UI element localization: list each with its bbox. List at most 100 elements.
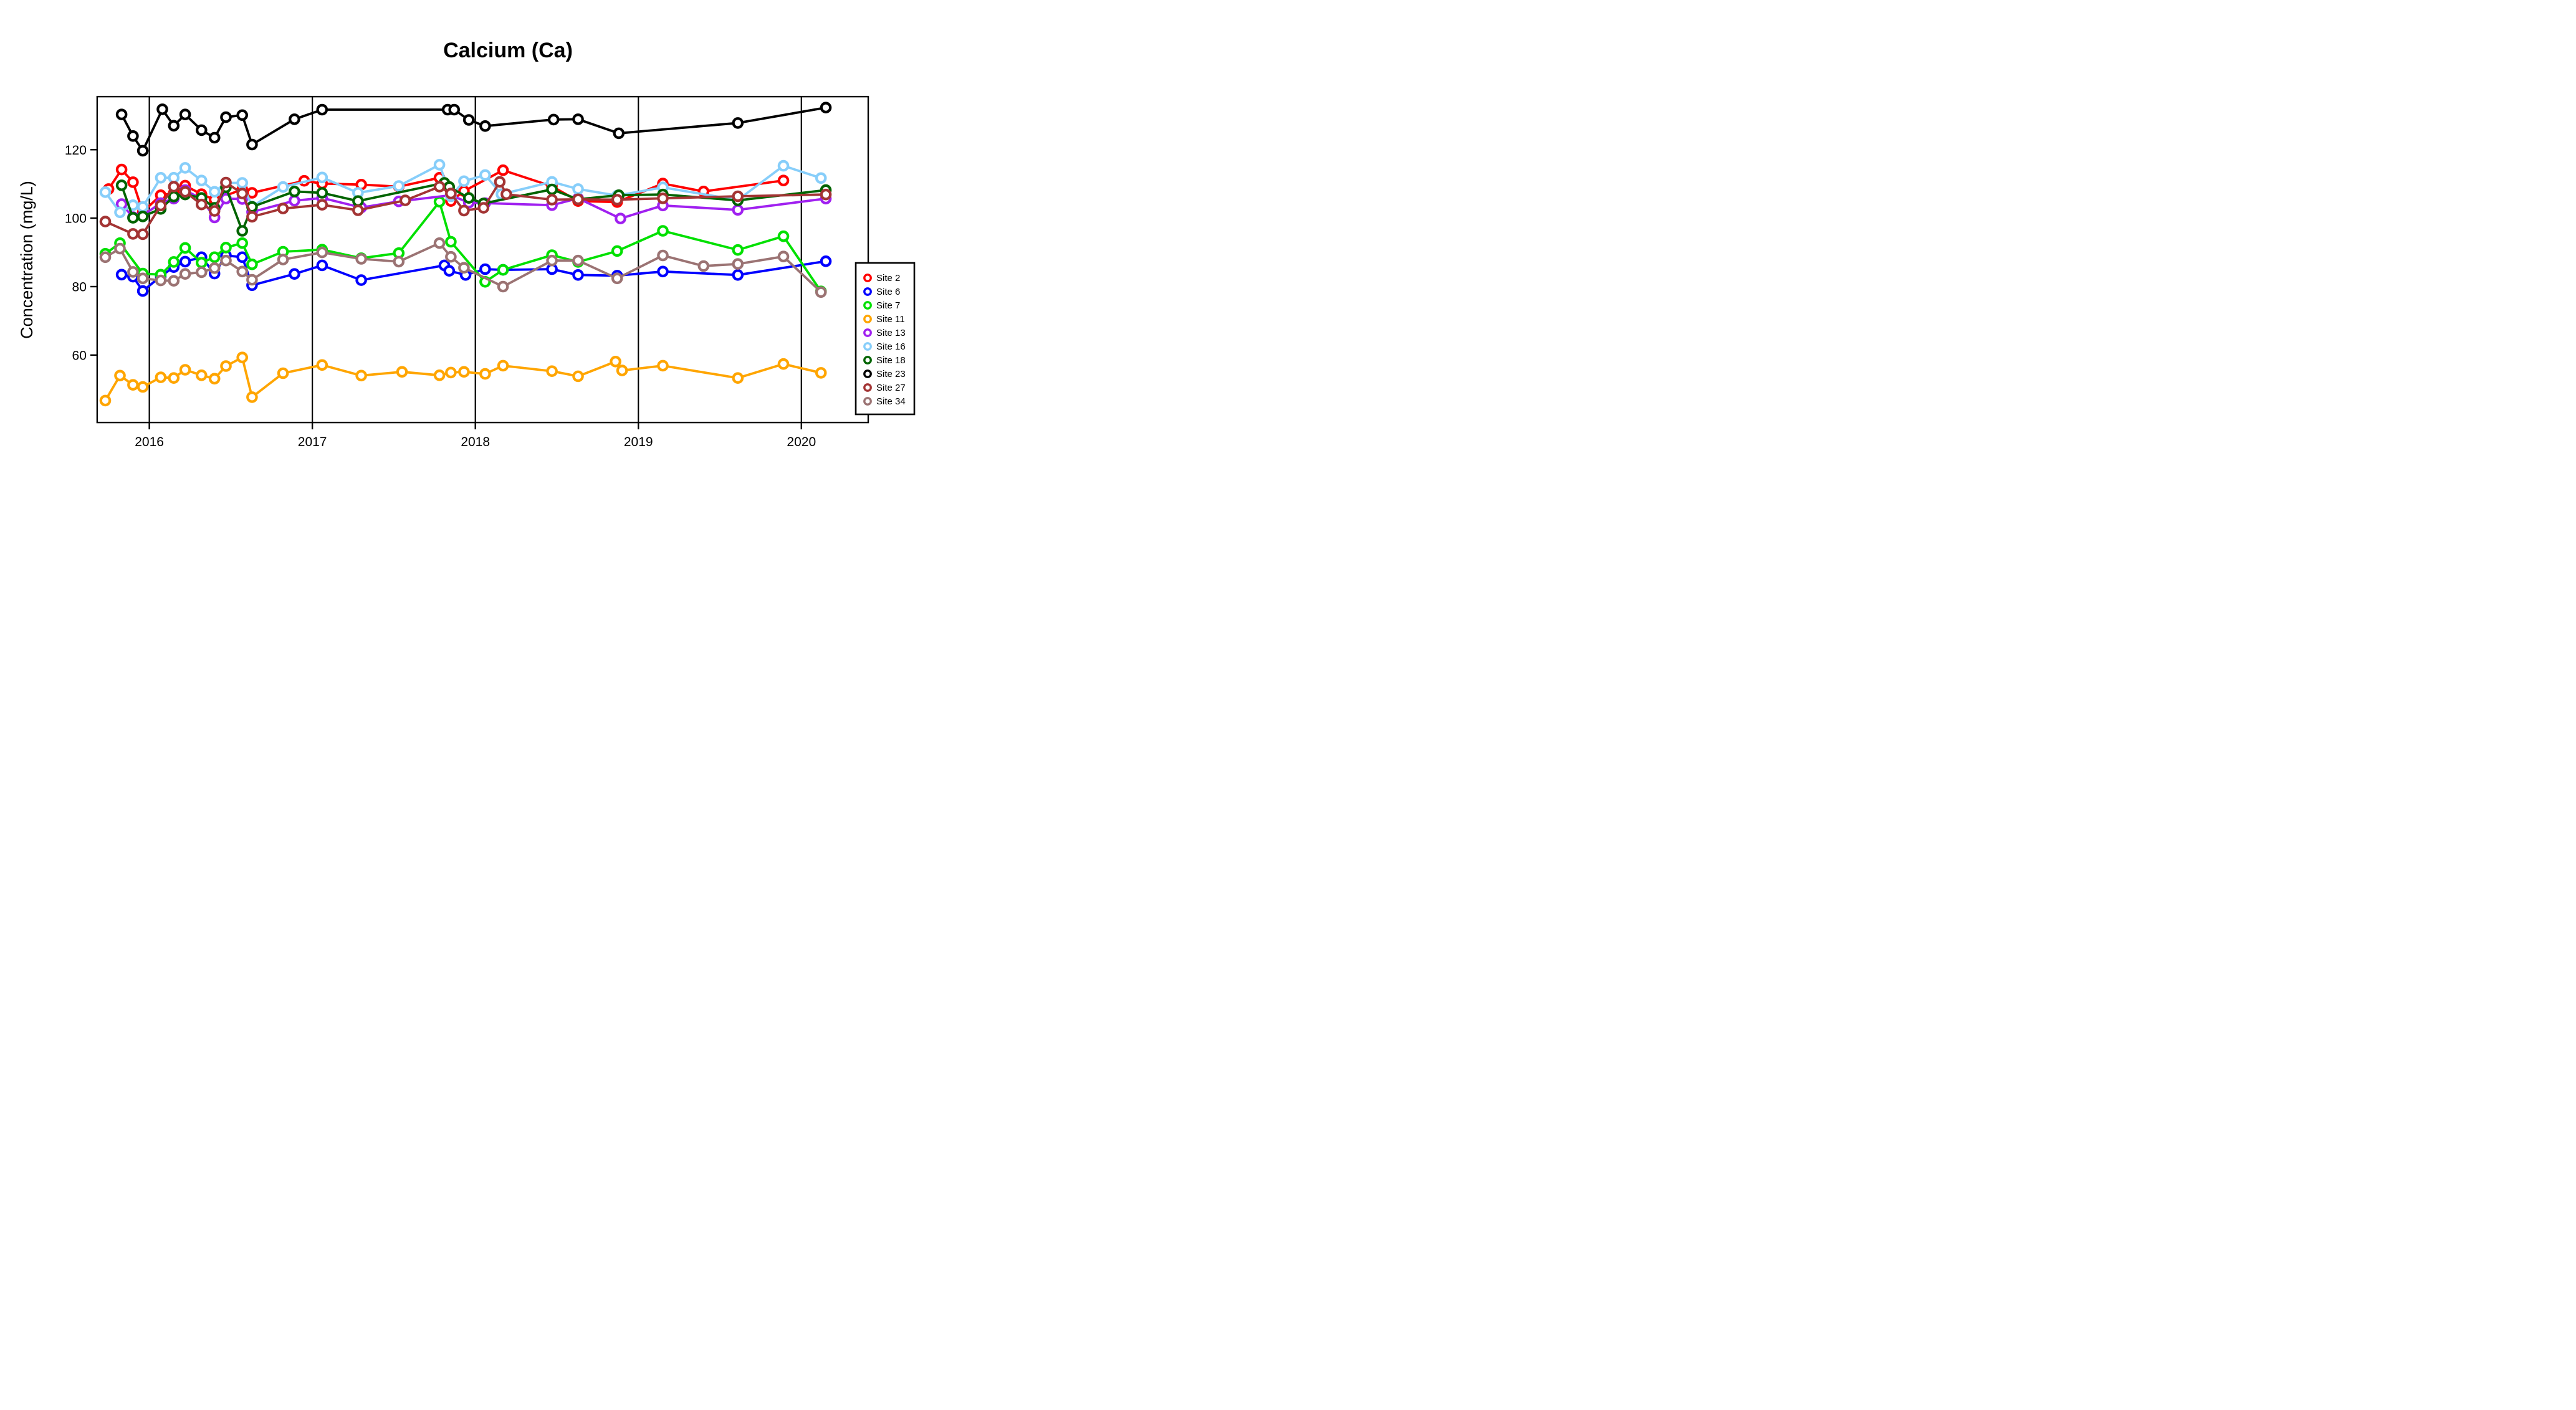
- data-point: [220, 176, 232, 189]
- data-point: [443, 265, 456, 277]
- data-point: [546, 194, 558, 206]
- data-point: [777, 230, 790, 242]
- data-point: [479, 169, 491, 181]
- legend-item-site-11: Site 11: [863, 314, 905, 325]
- data-point: [236, 251, 248, 264]
- data-point: [220, 254, 232, 267]
- data-point: [458, 204, 470, 217]
- chart-figure: 60 80 100 120 2016 2017 2018 2019 2020 Site 2 Site…: [0, 0, 963, 527]
- data-point: [99, 216, 112, 227]
- data-point: [208, 186, 221, 198]
- data-point: [657, 360, 669, 372]
- data-point: [115, 269, 128, 281]
- data-point: [458, 366, 470, 378]
- data-point: [179, 162, 191, 174]
- data-point: [115, 179, 128, 191]
- legend-item-site-27: Site 27: [863, 383, 906, 393]
- legend-marker-icon: [863, 274, 872, 282]
- data-point: [316, 171, 328, 184]
- data-point: [155, 171, 167, 184]
- x-tick-label: 2019: [624, 435, 653, 449]
- data-point: [355, 274, 367, 286]
- data-point: [195, 369, 208, 381]
- data-point: [127, 379, 139, 391]
- data-point: [168, 191, 180, 202]
- data-point: [547, 113, 560, 126]
- data-point: [352, 204, 364, 216]
- legend-label: Site 27: [876, 383, 906, 393]
- series-line: [105, 241, 822, 293]
- data-point: [236, 188, 248, 199]
- data-point: [657, 225, 669, 237]
- data-point: [316, 187, 328, 199]
- data-point: [236, 351, 248, 363]
- data-point: [246, 138, 258, 151]
- data-point: [136, 381, 149, 393]
- data-point: [777, 174, 790, 186]
- legend-label: Site 2: [876, 273, 900, 283]
- legend-label: Site 16: [876, 341, 906, 352]
- data-point: [352, 195, 364, 207]
- data-point: [208, 251, 221, 264]
- data-point: [479, 120, 491, 132]
- data-point: [610, 355, 621, 368]
- legend-item-site-7: Site 7: [863, 300, 900, 311]
- data-point: [732, 269, 744, 281]
- legend-item-site-16: Site 16: [863, 341, 906, 352]
- data-point: [462, 114, 475, 126]
- chart-title: Calcium (Ca): [443, 39, 573, 62]
- data-point: [732, 244, 744, 256]
- data-point: [445, 188, 457, 199]
- data-point: [657, 249, 669, 262]
- data-point: [572, 269, 584, 281]
- data-point: [815, 367, 827, 379]
- data-point: [445, 236, 457, 248]
- legend-marker-icon: [863, 301, 872, 310]
- data-point: [616, 364, 628, 376]
- legend-marker-icon: [863, 315, 872, 323]
- series-site-27: [99, 176, 832, 241]
- data-point: [479, 263, 491, 275]
- data-point: [494, 176, 506, 188]
- data-point: [195, 198, 208, 211]
- data-point: [611, 245, 623, 257]
- data-point: [136, 285, 149, 297]
- data-point: [127, 130, 139, 142]
- data-point: [316, 103, 328, 116]
- data-point: [820, 102, 832, 113]
- y-tick-label: 100: [65, 212, 87, 226]
- data-point: [127, 212, 139, 224]
- data-point: [820, 188, 832, 201]
- legend-marker-icon: [863, 356, 872, 364]
- data-point: [613, 127, 625, 140]
- data-point: [195, 124, 208, 136]
- data-point: [246, 391, 258, 403]
- series-line: [104, 163, 821, 214]
- data-point: [393, 255, 405, 268]
- data-point: [246, 274, 258, 286]
- data-point: [115, 163, 128, 176]
- data-point: [277, 254, 289, 265]
- data-point: [820, 255, 832, 267]
- legend-label: Site 13: [876, 328, 906, 338]
- data-point: [433, 181, 446, 193]
- data-point: [179, 186, 191, 198]
- data-point: [289, 194, 300, 207]
- data-point: [246, 258, 258, 270]
- data-point: [497, 360, 509, 372]
- legend-marker-icon: [863, 328, 872, 337]
- legend-marker-icon: [863, 287, 872, 296]
- data-point: [316, 246, 328, 259]
- data-point: [572, 183, 584, 195]
- data-point: [697, 260, 710, 272]
- data-point: [611, 194, 623, 206]
- data-point: [497, 264, 509, 276]
- data-point: [572, 193, 584, 206]
- data-point: [277, 367, 289, 379]
- data-point: [136, 145, 149, 157]
- legend-marker-icon: [863, 369, 872, 378]
- data-point: [546, 365, 558, 377]
- data-point: [433, 369, 446, 381]
- data-point: [289, 185, 300, 198]
